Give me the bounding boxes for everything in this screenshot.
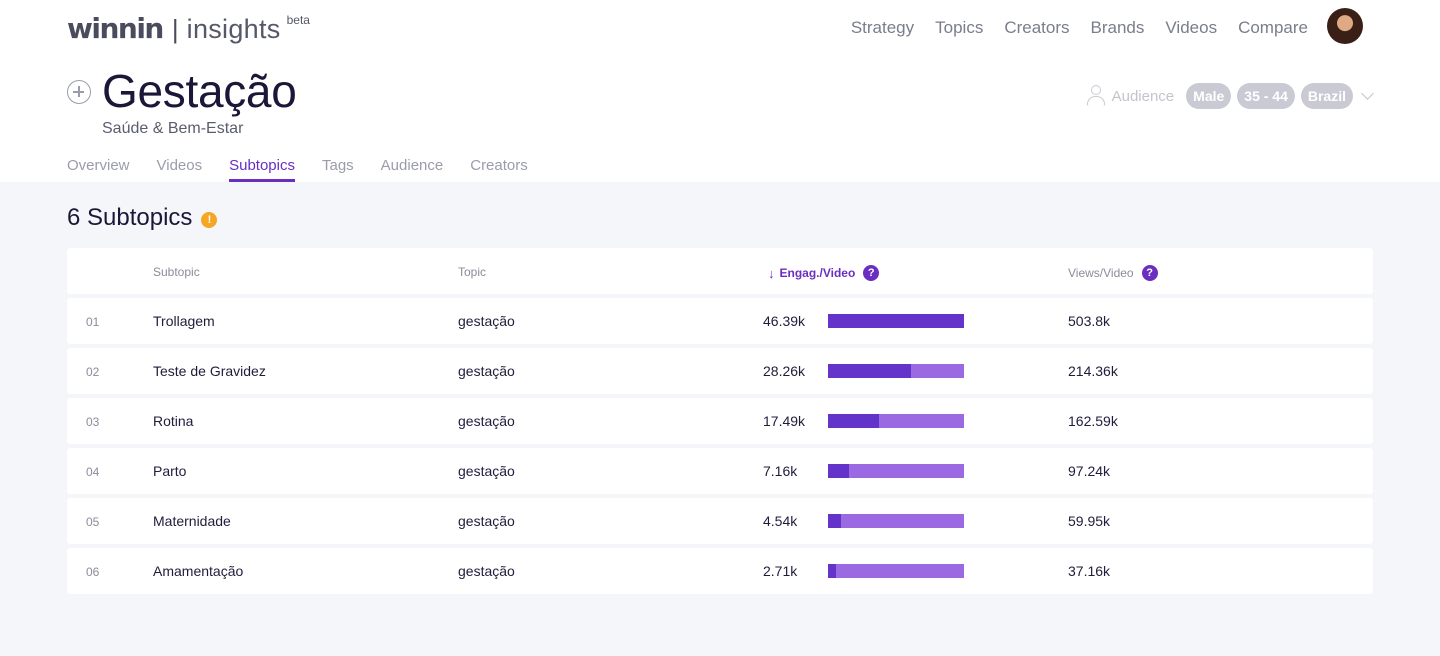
table-row[interactable]: 01 Trollagem gestação 46.39k 503.8k bbox=[67, 298, 1373, 344]
row-rank: 03 bbox=[86, 415, 100, 429]
row-views: 97.24k bbox=[1068, 463, 1111, 479]
row-rank: 04 bbox=[86, 465, 100, 479]
row-subtopic[interactable]: Rotina bbox=[153, 413, 194, 429]
audience-chip-age[interactable]: 35 - 44 bbox=[1237, 83, 1295, 109]
audience-label: Audience bbox=[1111, 87, 1175, 105]
arrow-down-icon: ↓ bbox=[768, 265, 775, 281]
subtopics-table: Subtopic Topic ↓ Engag./Video ? Views/Vi… bbox=[67, 248, 1373, 598]
engagement-bar-fill bbox=[828, 314, 964, 328]
row-subtopic[interactable]: Parto bbox=[153, 463, 187, 479]
nav-brands[interactable]: Brands bbox=[1090, 18, 1145, 37]
row-topic: gestação bbox=[458, 513, 515, 529]
engagement-bar bbox=[828, 414, 964, 428]
column-header-views-label: Views/Video bbox=[1068, 266, 1134, 280]
row-topic: gestação bbox=[458, 563, 515, 579]
engagement-bar-fill bbox=[828, 464, 849, 478]
warning-dot-icon[interactable]: ! bbox=[201, 212, 218, 228]
nav-videos[interactable]: Videos bbox=[1165, 18, 1218, 37]
table-row[interactable]: 02 Teste de Gravidez gestação 28.26k 214… bbox=[67, 348, 1373, 394]
section-title-text: 6 Subtopics bbox=[67, 204, 193, 231]
nav-strategy[interactable]: Strategy bbox=[850, 18, 915, 37]
engagement-bar bbox=[828, 314, 964, 328]
row-views: 503.8k bbox=[1068, 313, 1111, 329]
engagement-bar bbox=[828, 564, 964, 578]
main-nav: Strategy Topics Creators Brands Videos C… bbox=[851, 18, 1308, 38]
row-rank: 02 bbox=[86, 365, 100, 379]
logo-product-text: insights bbox=[186, 14, 281, 44]
engagement-bar-fill bbox=[828, 364, 911, 378]
table-row[interactable]: 05 Maternidade gestação 4.54k 59.95k bbox=[67, 498, 1373, 544]
tab-tags[interactable]: Tags bbox=[321, 157, 354, 174]
column-header-topic[interactable]: Topic bbox=[458, 265, 487, 279]
subtopics-panel: 6 Subtopics ! Subtopic Topic ↓ Engag./Vi… bbox=[0, 182, 1440, 656]
row-topic: gestação bbox=[458, 463, 515, 479]
tab-overview[interactable]: Overview bbox=[67, 157, 130, 174]
nav-compare[interactable]: Compare bbox=[1238, 18, 1308, 37]
row-engagement: 2.71k bbox=[763, 563, 798, 579]
row-engagement: 46.39k bbox=[763, 313, 806, 329]
engagement-bar-fill bbox=[828, 514, 842, 528]
nav-topics[interactable]: Topics bbox=[935, 18, 984, 37]
row-views: 37.16k bbox=[1068, 563, 1111, 579]
table-header: Subtopic Topic ↓ Engag./Video ? Views/Vi… bbox=[67, 248, 1373, 294]
audience-chip-gender[interactable]: Male bbox=[1186, 83, 1232, 109]
tab-subtopics[interactable]: Subtopics bbox=[229, 157, 295, 182]
beta-label: beta bbox=[286, 13, 310, 27]
engagement-bar-fill bbox=[828, 564, 836, 578]
help-circle-icon[interactable]: ? bbox=[863, 265, 880, 281]
row-views: 214.36k bbox=[1068, 363, 1118, 379]
row-rank: 05 bbox=[86, 515, 100, 529]
row-subtopic[interactable]: Amamentação bbox=[153, 563, 244, 579]
row-engagement: 28.26k bbox=[763, 363, 806, 379]
engagement-bar-fill bbox=[828, 414, 880, 428]
row-topic: gestação bbox=[458, 363, 515, 379]
row-subtopic[interactable]: Teste de Gravidez bbox=[153, 363, 266, 379]
chevron-down-icon[interactable] bbox=[1361, 86, 1374, 100]
audience-filter[interactable]: Audience Male 35 - 44 Brazil bbox=[1086, 83, 1374, 109]
logo-separator: | bbox=[171, 14, 179, 44]
audience-chip-country[interactable]: Brazil bbox=[1300, 83, 1353, 109]
row-topic: gestação bbox=[458, 313, 515, 329]
column-header-engagement[interactable]: ↓ Engag./Video ? bbox=[768, 265, 880, 281]
tab-videos[interactable]: Videos bbox=[156, 157, 203, 174]
tab-audience[interactable]: Audience bbox=[380, 157, 444, 174]
logo-brand-text: winnin bbox=[67, 12, 164, 45]
engagement-bar bbox=[828, 464, 964, 478]
page-title: Gestação bbox=[102, 65, 297, 117]
row-subtopic[interactable]: Maternidade bbox=[153, 513, 231, 529]
table-row[interactable]: 06 Amamentação gestação 2.71k 37.16k bbox=[67, 548, 1373, 594]
row-rank: 01 bbox=[86, 315, 100, 329]
person-outline-icon bbox=[1086, 85, 1106, 107]
plus-circle-icon[interactable] bbox=[67, 80, 91, 104]
user-avatar[interactable] bbox=[1327, 8, 1363, 44]
engagement-bar bbox=[828, 364, 964, 378]
column-header-engagement-label: Engag./Video bbox=[779, 266, 856, 280]
topic-tabs: Overview Videos Subtopics Tags Audience … bbox=[67, 157, 528, 182]
tab-creators[interactable]: Creators bbox=[470, 157, 528, 174]
row-subtopic[interactable]: Trollagem bbox=[153, 313, 215, 329]
column-header-views[interactable]: Views/Video ? bbox=[1068, 265, 1158, 281]
engagement-bar bbox=[828, 514, 964, 528]
row-views: 59.95k bbox=[1068, 513, 1111, 529]
help-circle-icon[interactable]: ? bbox=[1141, 265, 1158, 281]
row-topic: gestação bbox=[458, 413, 515, 429]
table-row[interactable]: 03 Rotina gestação 17.49k 162.59k bbox=[67, 398, 1373, 444]
app-logo[interactable]: winnin | insights beta bbox=[67, 12, 310, 45]
nav-creators[interactable]: Creators bbox=[1004, 18, 1070, 37]
row-rank: 06 bbox=[86, 565, 100, 579]
row-engagement: 17.49k bbox=[763, 413, 806, 429]
row-views: 162.59k bbox=[1068, 413, 1118, 429]
page-subtitle: Saúde & Bem-Estar bbox=[102, 120, 244, 137]
section-title: 6 Subtopics ! bbox=[67, 204, 218, 232]
top-navigation-bar: winnin | insights beta Strategy Topics C… bbox=[0, 0, 1440, 56]
column-header-subtopic[interactable]: Subtopic bbox=[153, 265, 200, 279]
row-engagement: 4.54k bbox=[763, 513, 798, 529]
row-engagement: 7.16k bbox=[763, 463, 798, 479]
table-row[interactable]: 04 Parto gestação 7.16k 97.24k bbox=[67, 448, 1373, 494]
